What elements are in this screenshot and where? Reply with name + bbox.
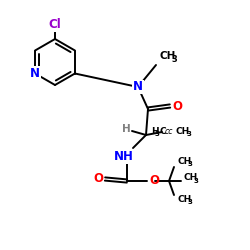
- Text: NH: NH: [114, 150, 134, 164]
- Text: O: O: [149, 174, 159, 188]
- Text: O: O: [93, 172, 103, 186]
- Text: 3: 3: [188, 161, 193, 167]
- Text: CH: CH: [177, 194, 191, 203]
- Text: N: N: [30, 67, 40, 80]
- Text: N: N: [133, 80, 143, 94]
- Text: 3: 3: [155, 131, 160, 137]
- Text: CH: CH: [160, 51, 176, 61]
- Text: O: O: [172, 100, 182, 112]
- Text: 3: 3: [187, 131, 192, 137]
- Text: H: H: [151, 126, 159, 136]
- Text: CH: CH: [177, 156, 191, 166]
- Text: Cl: Cl: [48, 18, 62, 32]
- Text: cc: cc: [165, 126, 173, 136]
- Text: CH: CH: [183, 174, 197, 182]
- Text: 3: 3: [194, 178, 199, 184]
- Text: C: C: [159, 126, 166, 136]
- Text: 3: 3: [171, 56, 177, 64]
- Text: CH: CH: [176, 126, 190, 136]
- Text: H: H: [122, 124, 130, 134]
- Text: 3: 3: [188, 199, 193, 205]
